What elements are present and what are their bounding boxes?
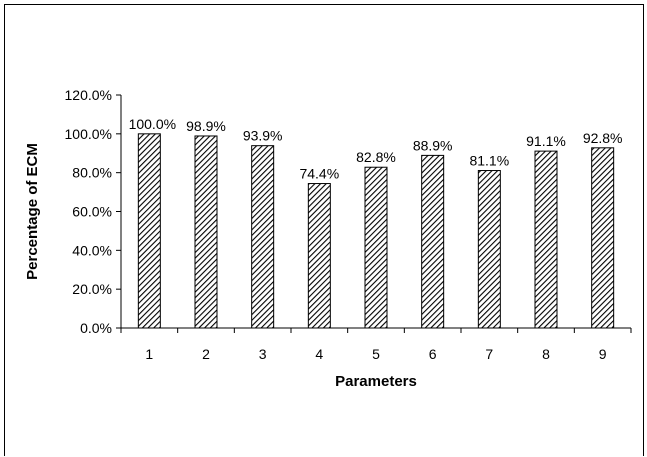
bar-7 (477, 170, 501, 329)
x-tick-label: 1 (145, 346, 153, 362)
data-label-2: 98.9% (186, 118, 226, 134)
y-axis-ticks: 0.0% 20.0% 40.0% 60.0% 80.0% 100.0% 120.0% (65, 87, 121, 336)
bar-6 (421, 154, 445, 329)
y-tick-label: 60.0% (72, 204, 112, 220)
y-tick-label: 100.0% (65, 126, 112, 142)
bar-5 (364, 166, 388, 329)
data-label-9: 92.8% (583, 130, 623, 146)
data-label-8: 91.1% (526, 133, 566, 149)
bar-8 (534, 150, 558, 329)
x-tick-label: 2 (202, 346, 210, 362)
x-axis-title: Parameters (335, 373, 417, 390)
x-tick-label: 5 (372, 346, 380, 362)
bar-9 (591, 147, 615, 329)
data-label-5: 82.8% (356, 149, 396, 165)
data-label-1: 100.0% (129, 116, 176, 132)
y-tick-label: 0.0% (80, 320, 112, 336)
y-tick-label: 40.0% (72, 242, 112, 258)
x-tick-label: 6 (429, 346, 437, 362)
bar-3 (251, 145, 275, 329)
chart-frame (4, 4, 644, 456)
y-tick-label: 20.0% (72, 281, 112, 297)
bar-4 (307, 183, 331, 329)
data-label-3: 93.9% (243, 128, 283, 144)
x-tick-label: 7 (485, 346, 493, 362)
x-tick-label: 8 (542, 346, 550, 362)
y-axis-title: Percentage of ECM (24, 143, 41, 280)
bar-1 (137, 133, 161, 329)
data-label-6: 88.9% (413, 137, 453, 153)
x-axis-ticks: 1 2 3 4 5 6 7 8 9 (120, 328, 632, 362)
bar-2 (194, 135, 218, 329)
data-label-7: 81.1% (469, 153, 509, 169)
data-labels: 100.0% 98.9% 93.9% 74.4% 82.8% 88.9% 81.1% 91.1… (129, 116, 623, 182)
x-tick-label: 9 (599, 346, 607, 362)
x-tick-label: 3 (259, 346, 267, 362)
data-label-4: 74.4% (299, 166, 339, 182)
y-tick-label: 80.0% (72, 165, 112, 181)
y-tick-label: 120.0% (65, 87, 112, 103)
x-tick-label: 4 (315, 346, 323, 362)
